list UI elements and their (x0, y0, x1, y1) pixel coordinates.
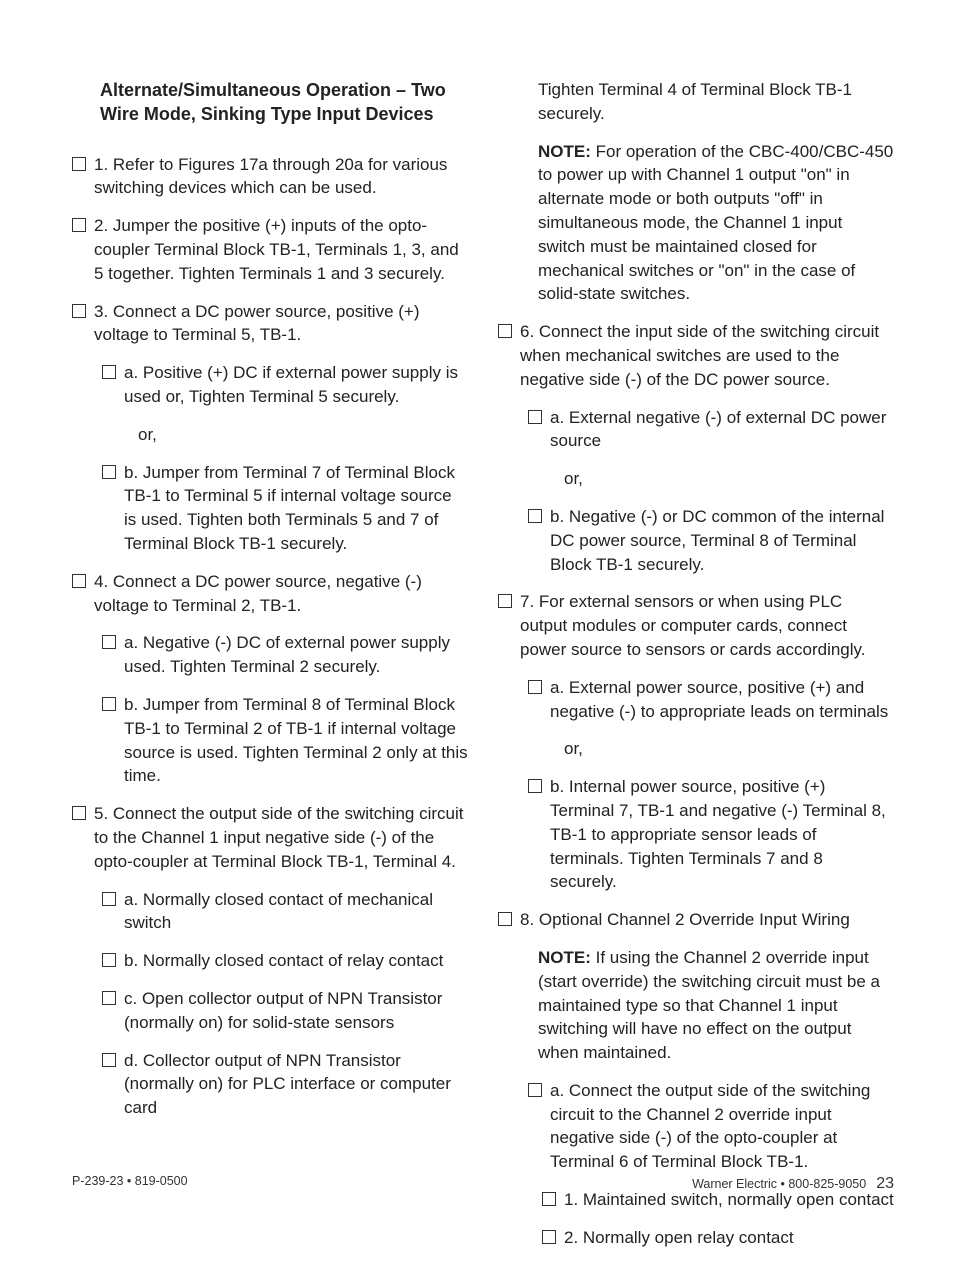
step-8: 8. Optional Channel 2 Override Input Wir… (498, 908, 894, 932)
note-label: NOTE: (538, 142, 591, 161)
step-text: 1. Refer to Figures 17a through 20a for … (94, 153, 468, 201)
or-text: or, (564, 467, 894, 491)
step-text: 7. For external sensors or when using PL… (520, 590, 894, 661)
step-text: a. Positive (+) DC if external power sup… (124, 361, 468, 409)
checkbox-icon[interactable] (72, 304, 86, 318)
step-text: a. External negative (-) of external DC … (550, 406, 894, 454)
checkbox-icon[interactable] (72, 806, 86, 820)
step-4a: a. Negative (-) DC of external power sup… (102, 631, 468, 679)
step-4: 4. Connect a DC power source, negative (… (72, 570, 468, 618)
or-text: or, (564, 737, 894, 761)
step-text: 5. Connect the output side of the switch… (94, 802, 468, 873)
checkbox-icon[interactable] (498, 912, 512, 926)
checkbox-icon[interactable] (102, 953, 116, 967)
checkbox-icon[interactable] (528, 779, 542, 793)
step-8a: a. Connect the output side of the switch… (528, 1079, 894, 1174)
step-7: 7. For external sensors or when using PL… (498, 590, 894, 661)
note-label: NOTE: (538, 948, 591, 967)
step-6a: a. External negative (-) of external DC … (528, 406, 894, 454)
note-1: NOTE: For operation of the CBC-400/CBC-4… (538, 140, 894, 307)
step-text: a. Connect the output side of the switch… (550, 1079, 894, 1174)
step-6: 6. Connect the input side of the switchi… (498, 320, 894, 391)
step-text: a. External power source, positive (+) a… (550, 676, 894, 724)
footer-right: Warner Electric • 800-825-9050 23 (692, 1173, 894, 1195)
continuation-text: Tighten Terminal 4 of Terminal Block TB-… (538, 78, 894, 126)
checkbox-icon[interactable] (542, 1230, 556, 1244)
step-text: 4. Connect a DC power source, negative (… (94, 570, 468, 618)
checkbox-icon[interactable] (102, 892, 116, 906)
step-text: 2. Jumper the positive (+) inputs of the… (94, 214, 468, 285)
checkbox-icon[interactable] (72, 218, 86, 232)
step-3b: b. Jumper from Terminal 7 of Terminal Bl… (102, 461, 468, 556)
step-text: 2. Normally open relay contact (564, 1226, 894, 1250)
step-7a: a. External power source, positive (+) a… (528, 676, 894, 724)
step-3a: a. Positive (+) DC if external power sup… (102, 361, 468, 409)
step-text: b. Normally closed contact of relay cont… (124, 949, 468, 973)
step-1: 1. Refer to Figures 17a through 20a for … (72, 153, 468, 201)
note-text: For operation of the CBC-400/CBC-450 to … (538, 142, 893, 304)
left-column: Alternate/Simultaneous Operation – Two W… (72, 78, 468, 1264)
checkbox-icon[interactable] (102, 365, 116, 379)
step-text: 3. Connect a DC power source, positive (… (94, 300, 468, 348)
step-text: d. Collector output of NPN Transistor (n… (124, 1049, 468, 1120)
checkbox-icon[interactable] (528, 410, 542, 424)
content-columns: Alternate/Simultaneous Operation – Two W… (72, 78, 894, 1264)
step-5c: c. Open collector output of NPN Transist… (102, 987, 468, 1035)
checkbox-icon[interactable] (102, 635, 116, 649)
checkbox-icon[interactable] (102, 465, 116, 479)
step-7b: b. Internal power source, positive (+) T… (528, 775, 894, 894)
step-6b: b. Negative (-) or DC common of the inte… (528, 505, 894, 576)
step-text: b. Jumper from Terminal 7 of Terminal Bl… (124, 461, 468, 556)
step-5: 5. Connect the output side of the switch… (72, 802, 468, 873)
page-footer: P-239-23 • 819-0500 Warner Electric • 80… (72, 1173, 894, 1195)
step-text: b. Internal power source, positive (+) T… (550, 775, 894, 894)
checkbox-icon[interactable] (528, 1083, 542, 1097)
step-5b: b. Normally closed contact of relay cont… (102, 949, 468, 973)
note-2: NOTE: If using the Channel 2 override in… (538, 946, 894, 1065)
step-text: 6. Connect the input side of the switchi… (520, 320, 894, 391)
step-5d: d. Collector output of NPN Transistor (n… (102, 1049, 468, 1120)
checkbox-icon[interactable] (72, 157, 86, 171)
step-text: b. Negative (-) or DC common of the inte… (550, 505, 894, 576)
or-text: or, (138, 423, 468, 447)
step-5a: a. Normally closed contact of mechanical… (102, 888, 468, 936)
footer-left: P-239-23 • 819-0500 (72, 1173, 188, 1195)
checkbox-icon[interactable] (528, 509, 542, 523)
checkbox-icon[interactable] (72, 574, 86, 588)
step-text: a. Negative (-) DC of external power sup… (124, 631, 468, 679)
step-2: 2. Jumper the positive (+) inputs of the… (72, 214, 468, 285)
section-title: Alternate/Simultaneous Operation – Two W… (100, 78, 468, 127)
step-3: 3. Connect a DC power source, positive (… (72, 300, 468, 348)
checkbox-icon[interactable] (102, 1053, 116, 1067)
checkbox-icon[interactable] (102, 697, 116, 711)
footer-right-text: Warner Electric • 800-825-9050 (692, 1176, 866, 1194)
checkbox-icon[interactable] (498, 324, 512, 338)
step-4b: b. Jumper from Terminal 8 of Terminal Bl… (102, 693, 468, 788)
step-8a2: 2. Normally open relay contact (542, 1226, 894, 1250)
step-text: 8. Optional Channel 2 Override Input Wir… (520, 908, 894, 932)
step-text: a. Normally closed contact of mechanical… (124, 888, 468, 936)
checkbox-icon[interactable] (102, 991, 116, 1005)
right-column: Tighten Terminal 4 of Terminal Block TB-… (498, 78, 894, 1264)
page-number: 23 (876, 1173, 894, 1195)
step-text: c. Open collector output of NPN Transist… (124, 987, 468, 1035)
step-text: b. Jumper from Terminal 8 of Terminal Bl… (124, 693, 468, 788)
checkbox-icon[interactable] (498, 594, 512, 608)
checkbox-icon[interactable] (528, 680, 542, 694)
